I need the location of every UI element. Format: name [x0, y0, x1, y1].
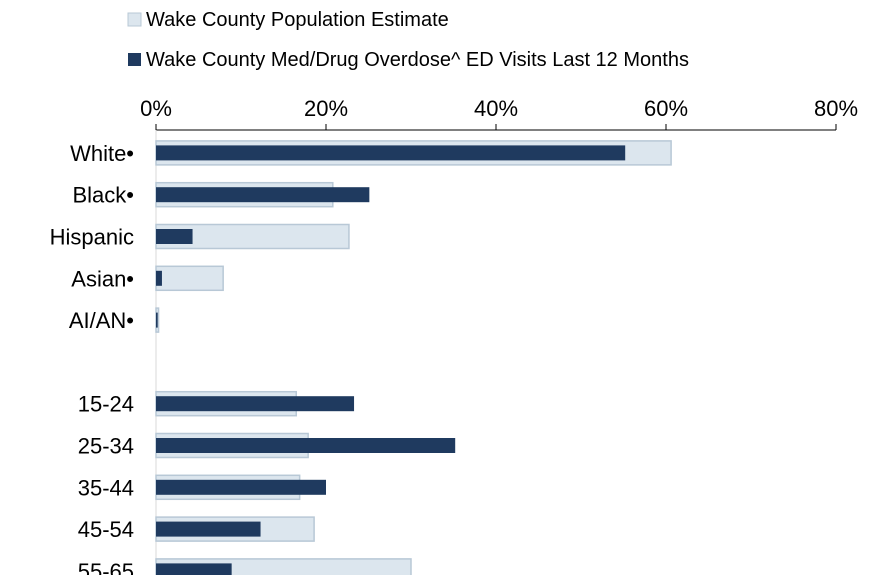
legend-swatch-population [127, 12, 142, 27]
bar-overdose-visits [156, 229, 193, 244]
category-label: 15-24 [78, 392, 134, 417]
category-label: Asian• [71, 266, 134, 291]
bar-overdose-visits [156, 187, 370, 203]
category-labels: White• Black• Hispanic Asian• AI/AN• 15-24 25-… [50, 141, 134, 575]
bar-overdose-visits [156, 396, 355, 412]
x-tick-label: 80% [814, 96, 858, 121]
bar-overdose-visits [156, 145, 626, 161]
x-axis: 0% 20% 40% 60% 80% [140, 96, 858, 575]
legend: Wake County Population Estimate Wake Cou… [127, 9, 689, 71]
x-tick-label: 20% [304, 96, 348, 121]
bar-overdose-visits [156, 270, 162, 286]
category-label: Hispanic [50, 225, 134, 250]
x-tick-label: 60% [644, 96, 688, 121]
category-label: 25-34 [78, 434, 134, 459]
bar-overdose-visits [156, 438, 456, 453]
category-label: White• [70, 141, 134, 166]
legend-label-overdose: Wake County Med/Drug Overdose^ ED Visits… [146, 49, 689, 71]
bar-overdose-visits [156, 521, 261, 537]
bar-overdose-visits [156, 479, 326, 495]
category-label: 35-44 [78, 475, 134, 500]
category-label: Black• [73, 183, 135, 208]
bar-overdose-visits [156, 563, 232, 575]
category-label: 55-65 [78, 559, 134, 575]
bars [155, 140, 672, 575]
category-label: AI/AN• [69, 308, 134, 333]
x-tick-label: 40% [474, 96, 518, 121]
legend-swatch-overdose [128, 53, 141, 66]
x-tick-label: 0% [140, 96, 172, 121]
bar-population [155, 265, 224, 292]
bar-overdose-visits [156, 312, 158, 328]
legend-label-population: Wake County Population Estimate [146, 9, 449, 31]
category-label: 45-54 [78, 517, 134, 542]
